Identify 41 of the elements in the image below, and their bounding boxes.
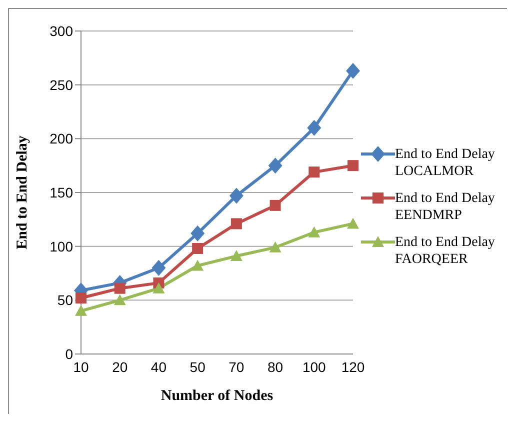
x-tick-label: 20 xyxy=(112,358,128,375)
x-tick-label: 10 xyxy=(73,358,89,375)
point xyxy=(76,292,86,304)
point xyxy=(269,241,282,252)
x-axis-title: Number of Nodes xyxy=(160,388,274,404)
point xyxy=(114,294,126,306)
point xyxy=(268,158,282,174)
point xyxy=(308,166,320,178)
point xyxy=(308,226,320,238)
x-tick-label: 120 xyxy=(341,358,365,375)
point xyxy=(230,250,242,262)
point xyxy=(346,62,360,79)
point xyxy=(192,260,204,271)
y-tick-label: 100 xyxy=(50,238,74,254)
y-tick-label: 200 xyxy=(50,130,74,147)
point xyxy=(152,282,165,294)
x-tick-label: 70 xyxy=(228,358,244,375)
y-axis-title: End to End Delay xyxy=(14,135,30,250)
y-tick-label: 150 xyxy=(50,184,74,200)
x-tick-label: 100 xyxy=(302,358,326,375)
point xyxy=(114,282,126,294)
point xyxy=(348,160,358,172)
x-tick-label: 50 xyxy=(190,358,206,375)
point xyxy=(270,200,281,211)
point xyxy=(190,225,205,242)
legend-label: End to End Delay EENDMRP xyxy=(395,190,496,224)
x-tick-label: 40 xyxy=(150,358,167,375)
point xyxy=(230,218,242,230)
legend-label: End to End Delay LOCALMOR xyxy=(395,146,496,180)
point xyxy=(192,242,204,254)
y-tick-label: 250 xyxy=(50,76,74,93)
point xyxy=(307,120,322,136)
y-tick-label: 50 xyxy=(57,292,74,308)
point xyxy=(152,260,166,276)
legend-label: End to End Delay FAORQEER xyxy=(395,234,496,268)
y-tick-label: 300 xyxy=(50,22,74,39)
y-tick-label: 0 xyxy=(65,346,74,362)
point xyxy=(229,188,244,204)
point xyxy=(75,304,87,316)
point xyxy=(347,218,359,229)
x-tick-label: 80 xyxy=(267,358,284,375)
